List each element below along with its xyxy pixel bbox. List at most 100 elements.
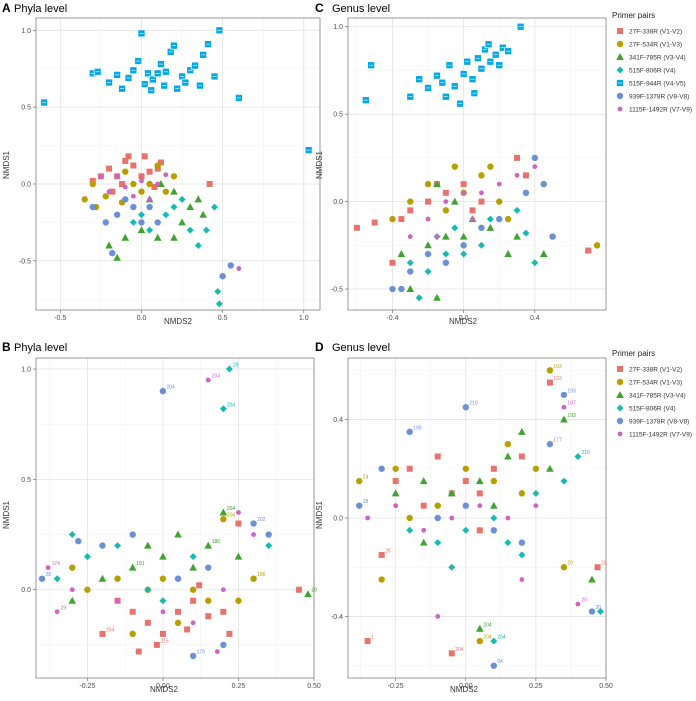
data-point [196, 582, 203, 589]
data-point [38, 575, 46, 582]
legend-entry: 515F-806R (V4) [616, 66, 676, 75]
data-point [184, 626, 191, 633]
panel-letter-c: C [315, 1, 324, 15]
data-point [173, 84, 182, 93]
series-27f-338r-v1-v2- [353, 154, 592, 266]
data-point [161, 67, 170, 76]
point-label: 204 [227, 402, 236, 408]
legend-top: Primer pairs 27F-338R (V1-V2) 27F-534R (V… [612, 11, 692, 114]
legend-entry: 1115F-1492R (V7-V9) [617, 107, 692, 114]
data-point [98, 173, 104, 179]
data-point [504, 440, 512, 448]
data-point [434, 502, 441, 509]
point-label: 177 [553, 438, 562, 444]
point-label: 190 [413, 425, 422, 431]
data-point [146, 203, 153, 211]
data-point [159, 630, 166, 637]
data-point [122, 168, 129, 175]
data-point [204, 40, 212, 48]
square-icon [617, 366, 623, 372]
x-tick-label: 0.25 [529, 683, 543, 690]
data-point [178, 218, 186, 226]
data-point [469, 207, 476, 214]
legend-entry: 939F-1378R (V8-V8) [616, 92, 689, 101]
point-label: 04 [497, 659, 503, 665]
data-point [159, 597, 167, 605]
legend-label: 515F-944R (V4-V5) [629, 81, 686, 88]
legend-label: 27F-338R (V1-V2) [629, 367, 682, 374]
data-point [137, 211, 145, 219]
data-point [398, 216, 405, 223]
data-point [490, 465, 497, 472]
point-label: 181 [136, 561, 145, 567]
x-tick-label: 0.25 [232, 683, 246, 690]
data-point [490, 501, 498, 509]
panel-title-c: Genus level [332, 3, 390, 15]
data-point [159, 575, 167, 582]
data-point [518, 551, 526, 559]
data-point [89, 203, 97, 211]
data-point [122, 196, 129, 203]
data-point [434, 453, 441, 460]
data-point [170, 41, 178, 50]
data-point [265, 542, 273, 550]
data-point [121, 233, 130, 241]
plot-frame [35, 17, 321, 311]
data-point [486, 215, 494, 223]
legend-items-bottom: 27F-338R (V1-V2) 27F-534R (V1-V3) 341F-785… [616, 366, 692, 439]
y-tick-label: 0.0 [21, 181, 31, 188]
data-point [234, 552, 243, 560]
data-point [419, 538, 428, 546]
data-point [89, 180, 97, 188]
data-point [250, 575, 257, 582]
y-axis-title-b: NMDS1 [2, 500, 11, 529]
data-point [407, 268, 414, 275]
data-point [490, 637, 498, 645]
point-label: 193 [567, 388, 576, 394]
data-point [265, 531, 272, 538]
series-515f-806r-v4-: 210 204 [406, 450, 604, 645]
plot-area-b: -0.25 0.00 0.25 0.500.00.51.020421518620418… [21, 357, 321, 690]
data-point [113, 71, 121, 79]
data-point [560, 415, 568, 423]
data-point [215, 26, 224, 35]
data-point [119, 180, 126, 187]
data-point [539, 250, 548, 258]
data-point [214, 288, 222, 296]
data-point [186, 226, 194, 234]
data-point [490, 527, 498, 534]
data-point [186, 203, 194, 211]
data-point [170, 173, 178, 180]
panel-letter-a: A [2, 1, 11, 15]
data-point [137, 29, 146, 38]
data-point [304, 146, 313, 155]
data-point [129, 608, 136, 615]
point-label: 29 [61, 605, 67, 611]
data-point [513, 206, 521, 214]
plot-area-c: -0.4 0.0 0.4 -0.5 0.0 0.5 1.0 [331, 17, 607, 322]
data-point [114, 173, 120, 179]
circle-icon [616, 378, 624, 386]
data-point [514, 172, 520, 178]
legend-entry: 27F-338R (V1-V2) [617, 366, 682, 374]
point-label: 186 [257, 572, 266, 578]
data-point [174, 575, 182, 582]
data-point [393, 503, 399, 509]
x-tick-label: -0.5 [54, 315, 66, 322]
legend-entry: 27F-534R (V1-V3) [616, 378, 682, 387]
data-point [250, 520, 257, 527]
point-label: 186 [212, 539, 221, 545]
data-point [504, 539, 512, 547]
series-341f-785r-v3-v4- [105, 179, 207, 261]
plot-area-d: -0.25 0.00 0.25 0.50-0.40.00.41193202042619… [331, 357, 613, 690]
data-point [174, 619, 182, 627]
data-point [442, 207, 450, 214]
data-point [463, 57, 472, 66]
data-point [596, 608, 604, 616]
data-point [424, 268, 432, 276]
data-point [407, 207, 414, 214]
data-point [477, 64, 486, 73]
data-point [99, 630, 106, 637]
x-axis-title-d: NMDS2 [450, 685, 479, 694]
triangle-icon [616, 391, 624, 398]
